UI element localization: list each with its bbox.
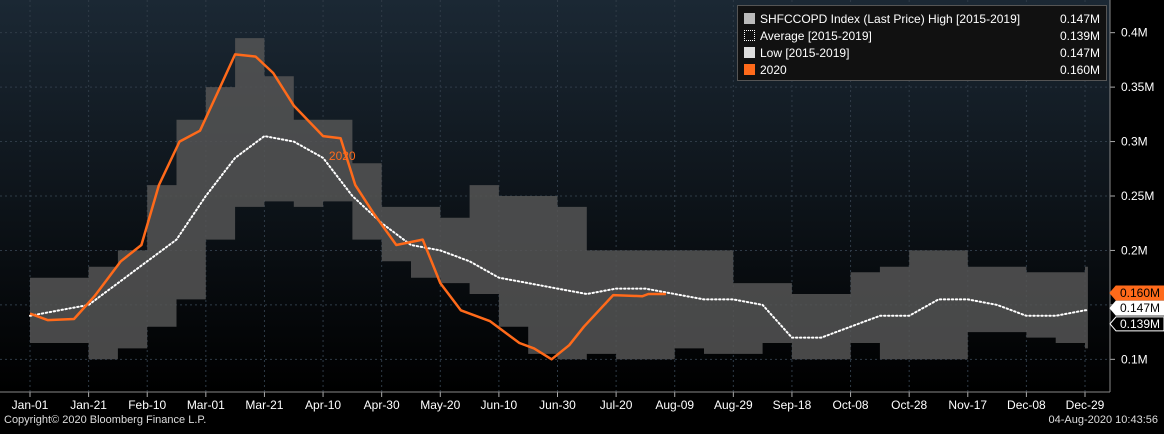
x-tick-label: Aug-09 — [655, 398, 694, 412]
legend-label-2020: 2020 — [760, 62, 787, 77]
legend-swatch-high — [744, 13, 755, 24]
y-tick-label: 0.35M — [1121, 80, 1154, 94]
x-tick-label: Jul-20 — [600, 398, 633, 412]
legend-swatch-low — [744, 47, 755, 58]
value-tag-label: 0.147M — [1120, 301, 1160, 315]
value-tag-shape — [1109, 300, 1164, 316]
copyright-text: Copyright© 2020 Bloomberg Finance L.P. — [4, 414, 207, 426]
legend-item-high: SHFCCOPD Index (Last Price) High [2015-2… — [744, 11, 1100, 26]
x-tick-label: Feb-10 — [128, 398, 166, 412]
x-tick-label: Apr-10 — [305, 398, 341, 412]
timestamp-text: 04-Aug-2020 10:43:56 — [1048, 414, 1158, 426]
annotation-label: 2020 — [329, 149, 356, 163]
x-tick-label: Nov-17 — [948, 398, 987, 412]
legend-item-2020: 2020 0.160M — [744, 62, 1100, 77]
x-tick-label: Mar-01 — [187, 398, 225, 412]
y-tick-label: 0.1M — [1121, 352, 1148, 366]
legend-value-high: 0.147M — [1059, 11, 1100, 26]
average-line — [29, 135, 1089, 339]
legend-value-low: 0.147M — [1059, 45, 1100, 60]
y-axis: 0.1M 0.2M 0.25M 0.3M 0.35M 0.4M 0.139M 0.147M0.… — [1109, 0, 1164, 392]
value-tag: 0.147M — [1109, 300, 1164, 316]
series-2020-line — [29, 53, 666, 361]
x-tick-label: Jan-01 — [12, 398, 49, 412]
value-tag-label: 0.160M — [1120, 286, 1160, 300]
y-tick-label: 0.2M — [1121, 243, 1148, 257]
legend-swatch-average — [744, 30, 755, 41]
legend-value-2020: 0.160M — [1059, 62, 1100, 77]
legend-value-average: 0.139M — [1059, 28, 1100, 43]
legend-swatch-2020 — [744, 64, 755, 75]
x-tick-label: Oct-08 — [833, 398, 869, 412]
value-tag-shape — [1109, 285, 1164, 301]
value-tag: 0.139M — [1109, 316, 1164, 332]
legend-label-low: Low [2015-2019] — [760, 45, 850, 60]
annotations: 2020 — [329, 149, 356, 163]
value-tag-shape — [1109, 316, 1164, 332]
x-tick-label: Sep-18 — [773, 398, 812, 412]
x-tick-label: Jun-30 — [539, 398, 576, 412]
y-tick-label: 0.4M — [1121, 26, 1148, 40]
x-tick-label: Jun-10 — [481, 398, 518, 412]
x-tick-label: Dec-08 — [1007, 398, 1046, 412]
min-max-band — [30, 38, 1088, 360]
x-tick-label: Apr-30 — [364, 398, 400, 412]
legend-item-low: Low [2015-2019] 0.147M — [744, 45, 1100, 60]
x-tick-label: Dec-29 — [1066, 398, 1105, 412]
y-tick-label: 0.25M — [1121, 189, 1154, 203]
legend-label-high: SHFCCOPD Index (Last Price) High [2015-2… — [760, 11, 1021, 26]
band-area — [30, 38, 1088, 360]
x-tick-label: Aug-29 — [714, 398, 753, 412]
legend-label-average: Average [2015-2019] — [760, 28, 872, 43]
value-tag: 0.160M — [1109, 285, 1164, 301]
series-lines — [29, 53, 1089, 361]
x-tick-label: Jan-21 — [70, 398, 107, 412]
legend-item-average: Average [2015-2019] 0.139M — [744, 28, 1100, 43]
value-tag-label: 0.139M — [1120, 317, 1160, 331]
x-tick-label: Oct-28 — [891, 398, 927, 412]
x-axis: Jan-01 Jan-21 Feb-10 Mar-01 Mar-21 Apr-10 Apr-… — [0, 391, 1110, 412]
legend: SHFCCOPD Index (Last Price) High [2015-2… — [737, 5, 1107, 81]
x-tick-label: May-20 — [420, 398, 460, 412]
x-tick-label: Mar-21 — [245, 398, 283, 412]
y-tick-label: 0.3M — [1121, 135, 1148, 149]
